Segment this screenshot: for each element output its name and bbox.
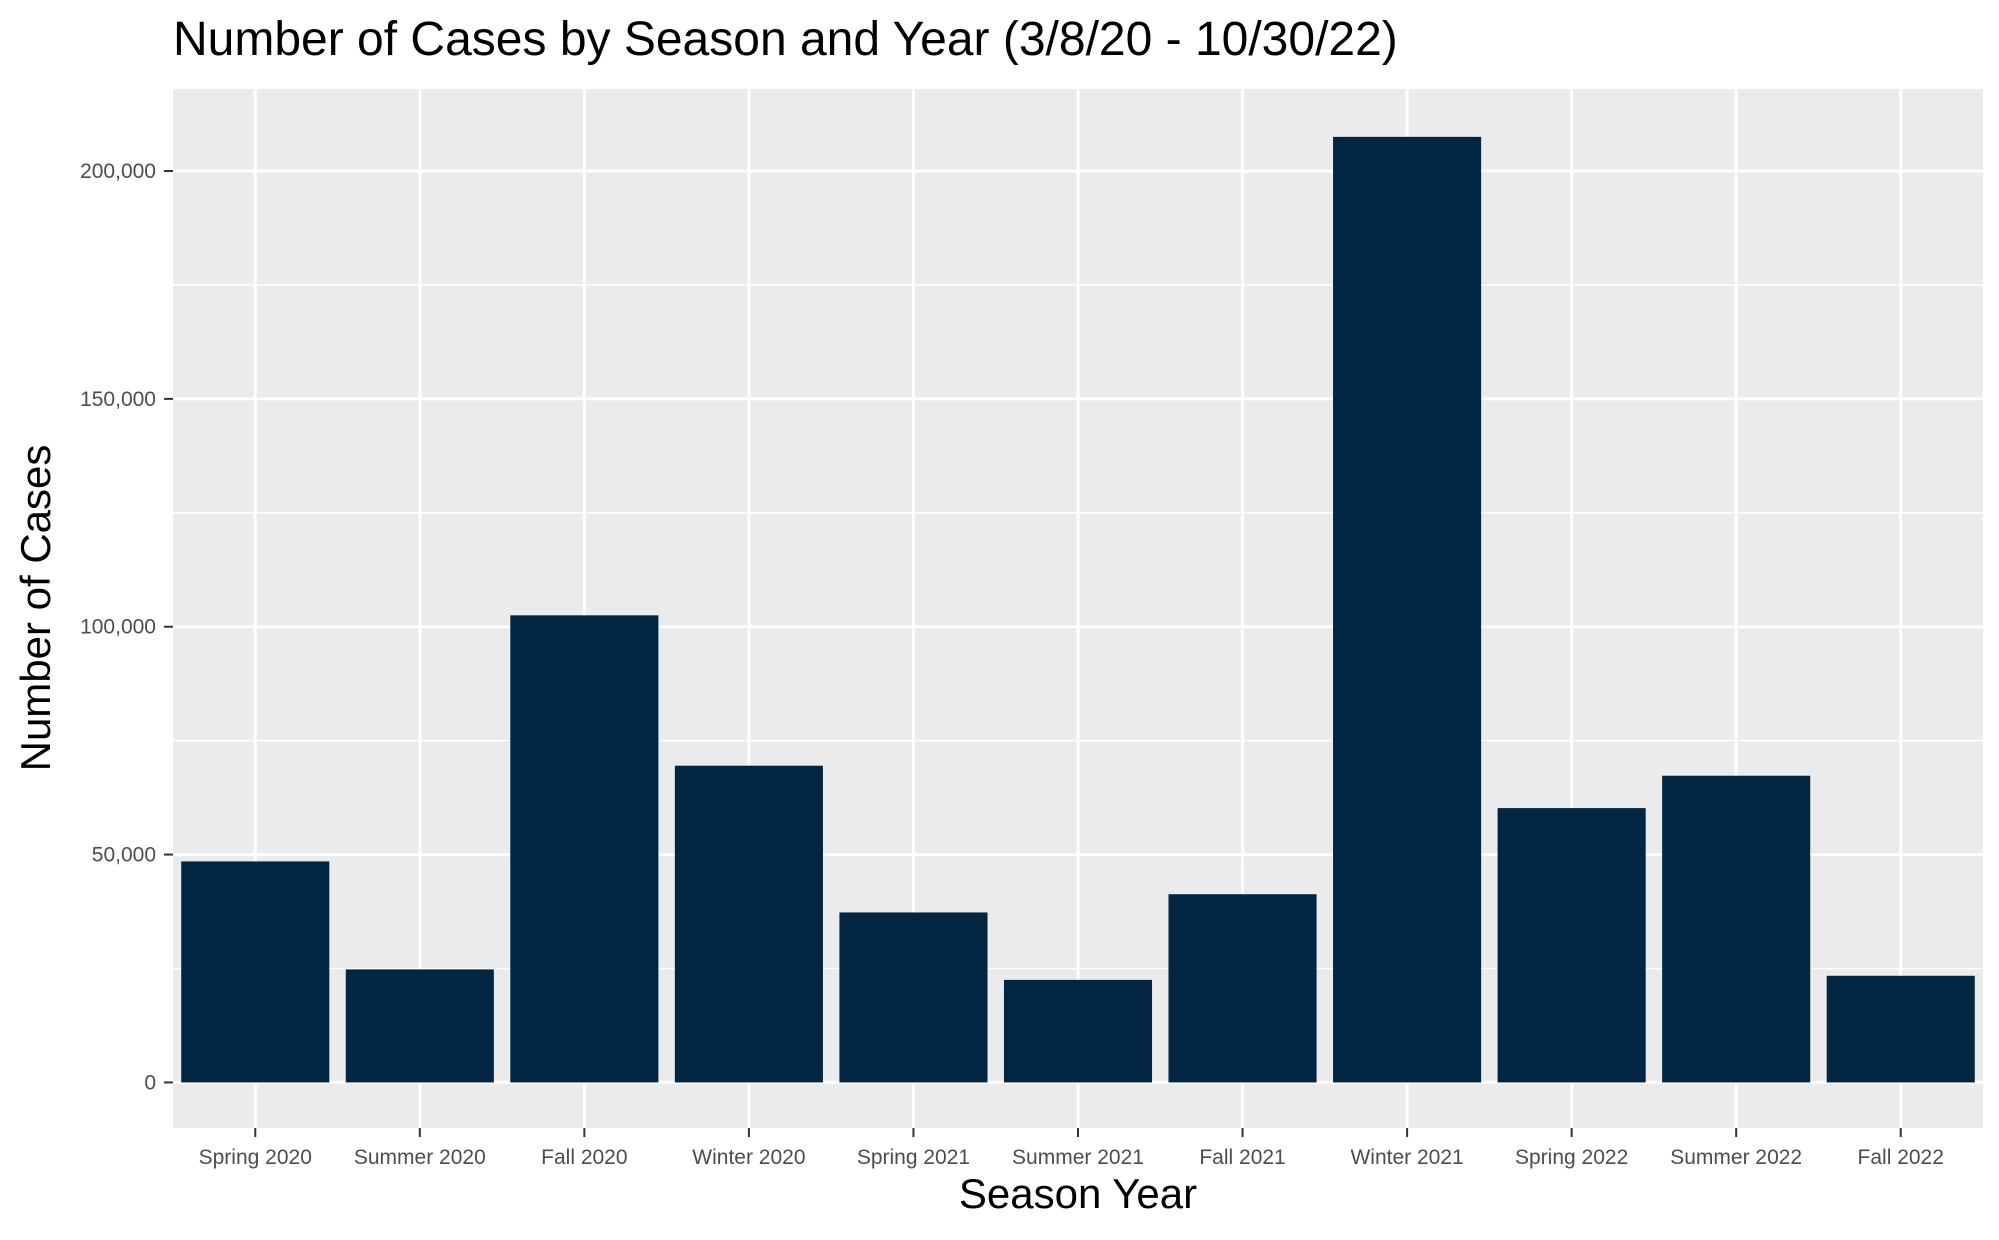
y-axis: 0 50,000 100,000 150,000 200,000 xyxy=(80,160,173,1094)
x-tick-label: Winter 2021 xyxy=(1350,1146,1463,1169)
bar-winter-2020 xyxy=(674,765,823,1083)
bar-spring-2021 xyxy=(839,912,988,1083)
y-axis-title: Number of Cases xyxy=(12,445,59,772)
bar-summer-2020 xyxy=(345,969,494,1083)
y-tick-label: 50,000 xyxy=(92,844,156,867)
bar-fall-2020 xyxy=(510,615,659,1083)
y-tick-label: 150,000 xyxy=(80,388,156,411)
x-axis-title: Season Year xyxy=(959,1170,1197,1217)
x-axis: Spring 2020 Summer 2020 Fall 2020 Winter 20… xyxy=(199,1128,1944,1169)
x-tick-label: Spring 2021 xyxy=(857,1146,970,1169)
x-tick-label: Spring 2022 xyxy=(1515,1146,1628,1169)
x-tick-label: Summer 2020 xyxy=(354,1146,486,1169)
x-tick-label: Summer 2022 xyxy=(1670,1146,1802,1169)
bar-summer-2021 xyxy=(1003,979,1153,1083)
x-tick-label: Fall 2021 xyxy=(1199,1146,1285,1169)
bar-spring-2022 xyxy=(1497,808,1646,1083)
bar-fall-2021 xyxy=(1168,894,1317,1083)
y-tick-label: 100,000 xyxy=(80,616,156,639)
bars xyxy=(181,136,1975,1083)
y-tick-label: 200,000 xyxy=(80,160,156,183)
y-tick-label: 0 xyxy=(144,1071,156,1094)
bar-winter-2021 xyxy=(1333,136,1482,1083)
x-tick-label: Spring 2020 xyxy=(199,1146,312,1169)
x-tick-label: Fall 2020 xyxy=(541,1146,627,1169)
x-tick-label: Summer 2021 xyxy=(1012,1146,1144,1169)
x-tick-label: Winter 2020 xyxy=(692,1146,805,1169)
x-tick-label: Fall 2022 xyxy=(1858,1146,1944,1169)
bar-summer-2022 xyxy=(1662,775,1811,1083)
bar-fall-2022 xyxy=(1826,975,1975,1083)
bar-spring-2020 xyxy=(181,861,330,1083)
chart-title: Number of Cases by Season and Year (3/8/… xyxy=(173,13,1398,66)
